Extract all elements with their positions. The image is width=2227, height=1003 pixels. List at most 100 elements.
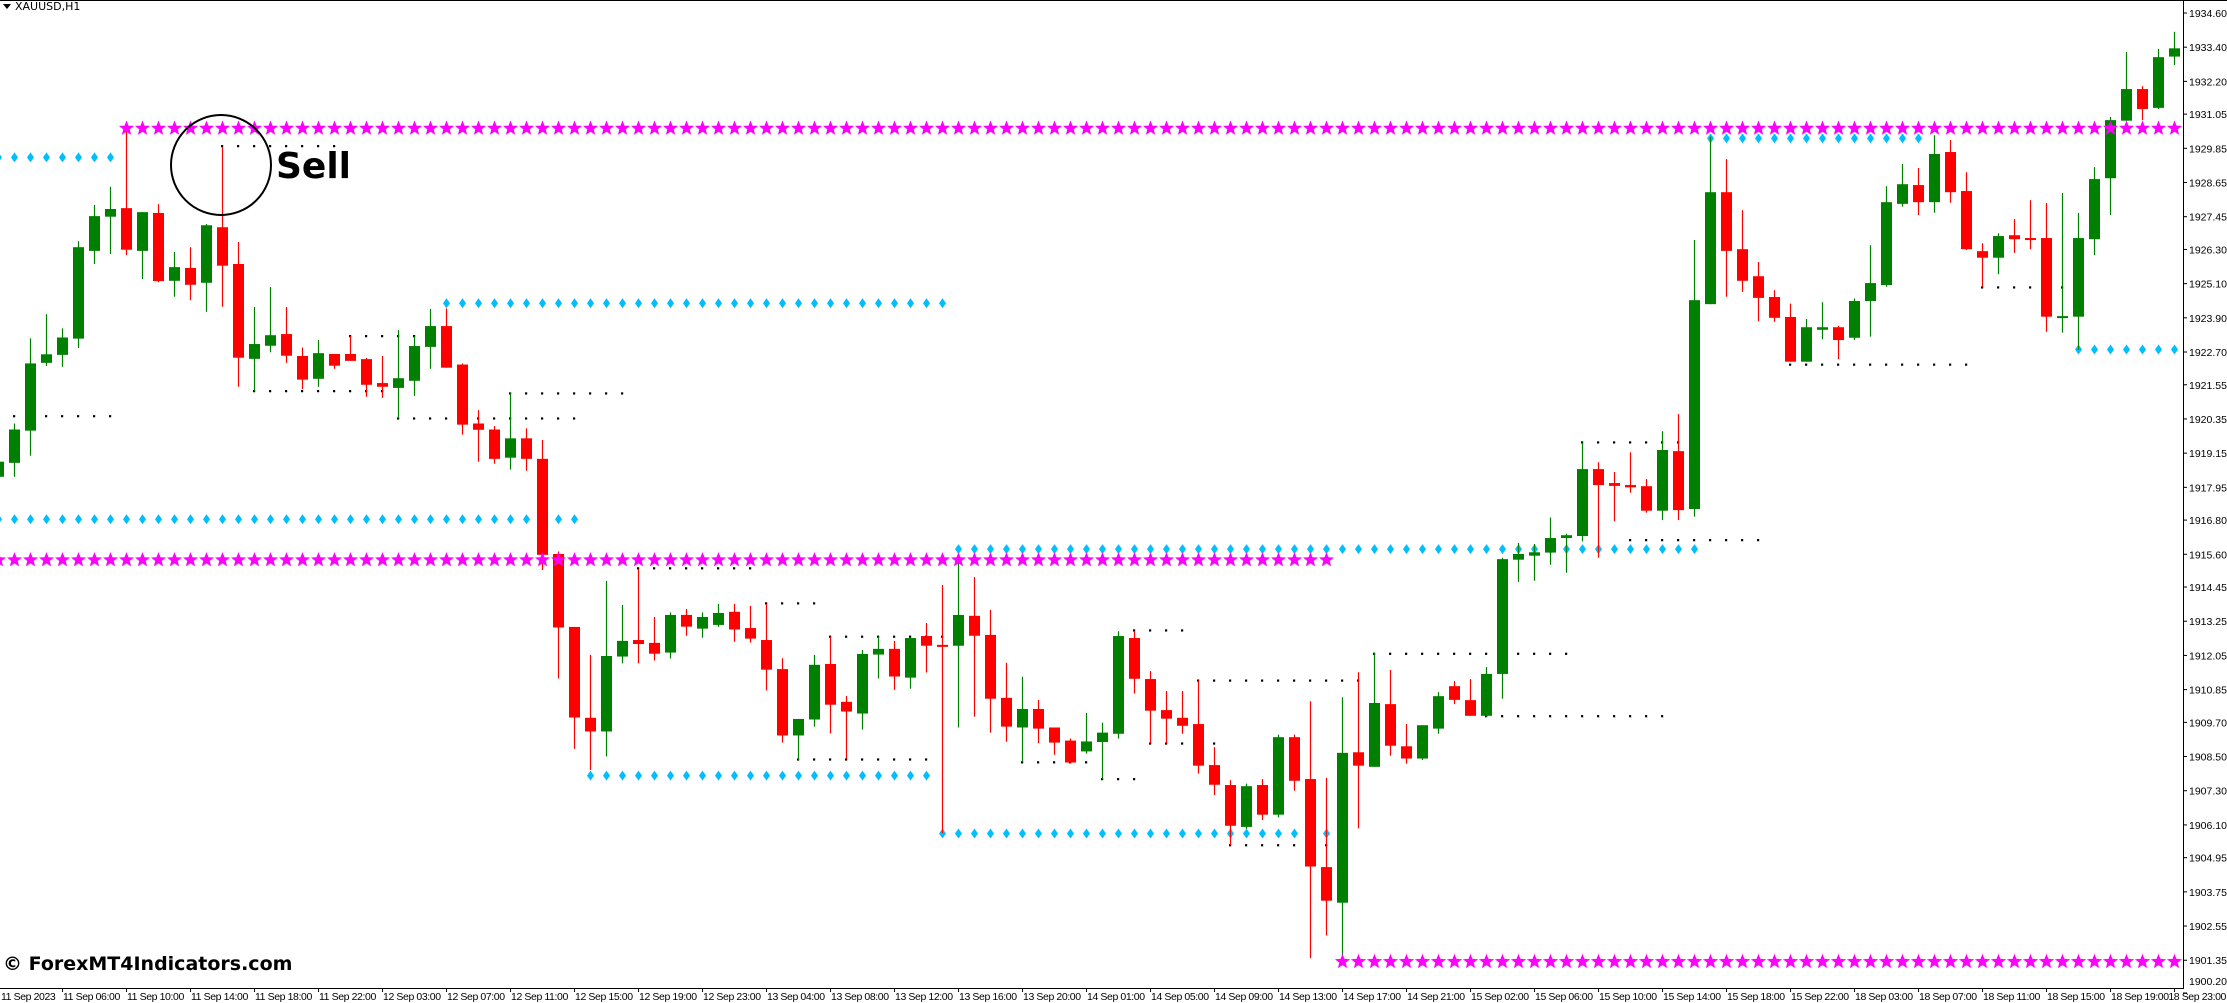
bear-candle — [729, 603, 740, 642]
diamond-marker — [1723, 133, 1730, 144]
diamond-marker — [1387, 544, 1394, 555]
level-dot — [1341, 679, 1344, 682]
candle-body — [1609, 483, 1620, 486]
level-dot — [77, 415, 80, 418]
star-marker — [1926, 953, 1943, 969]
candle-body — [569, 626, 580, 718]
diamond-marker — [491, 514, 498, 525]
star-marker — [502, 120, 519, 135]
level-dot — [1117, 778, 1120, 781]
star-marker — [1910, 953, 1927, 969]
star-marker — [758, 552, 775, 567]
level-dot — [893, 758, 896, 761]
bull-candle — [2153, 48, 2164, 110]
star-marker — [1846, 953, 1863, 969]
diamond-marker — [1915, 133, 1922, 144]
level-dot — [1021, 761, 1024, 764]
price-tick-label: 1903.75 — [2189, 887, 2227, 899]
level-dot — [1437, 652, 1440, 655]
diamond-marker — [507, 298, 514, 309]
diamond-marker — [1067, 828, 1074, 839]
star-marker — [1382, 953, 1399, 969]
star-marker — [2150, 953, 2167, 969]
candle-body — [969, 615, 980, 636]
dot-level — [637, 567, 752, 570]
star-marker — [934, 120, 951, 135]
diamond-marker — [907, 298, 914, 309]
star-marker — [1894, 953, 1911, 969]
star-marker — [1414, 953, 1431, 969]
star-marker — [358, 552, 375, 567]
star-marker — [886, 120, 903, 135]
level-dot — [1485, 652, 1488, 655]
diamond-marker — [843, 770, 850, 781]
time-tick-label: 14 Sep 17:00 — [1343, 991, 1401, 1003]
candle-body — [601, 655, 612, 732]
bear-candle — [489, 426, 500, 464]
star-marker — [1462, 953, 1479, 969]
diamond-marker — [1051, 544, 1058, 555]
diamond-marker — [603, 298, 610, 309]
level-dot — [1517, 715, 1520, 718]
star-marker — [2086, 120, 2103, 135]
price-axis[interactable]: 1934.60 1933.40 1932.20 1931.05 1929.85 1928.… — [2183, 8, 2227, 994]
star-marker — [2038, 120, 2055, 135]
diamond-marker — [411, 514, 418, 525]
star-marker — [118, 120, 135, 135]
candle-body — [745, 628, 756, 639]
diamond-marker — [1643, 544, 1650, 555]
level-dot — [1613, 715, 1616, 718]
bull-candle — [41, 314, 52, 366]
diamond-marker — [1227, 544, 1234, 555]
bull-candle — [1241, 783, 1252, 829]
candle-body — [1049, 727, 1060, 743]
star-marker — [1366, 120, 1383, 135]
star-marker — [182, 120, 199, 135]
star-marker — [502, 552, 519, 567]
level-dot — [1213, 742, 1216, 745]
candle-body — [1769, 297, 1780, 318]
time-axis[interactable]: 11 Sep 2023 11 Sep 06:00 11 Sep 10:00 11 Se… — [1, 988, 2227, 1003]
diamond-marker — [43, 514, 50, 525]
price-tick-label: 1904.95 — [2189, 853, 2227, 865]
star-marker — [1046, 120, 1063, 135]
dropdown-triangle-icon[interactable] — [3, 4, 11, 9]
star-marker — [2006, 953, 2023, 969]
star-marker — [1206, 120, 1223, 135]
star-marker — [534, 552, 551, 567]
star-marker — [310, 120, 327, 135]
diamond-marker — [811, 770, 818, 781]
diamond-marker — [1787, 133, 1794, 144]
star-marker — [134, 120, 151, 135]
star-marker — [614, 120, 631, 135]
star-marker — [1254, 120, 1271, 135]
candle-body — [249, 344, 260, 359]
bear-candle — [985, 609, 996, 733]
star-marker — [2166, 953, 2183, 969]
diamond-marker — [123, 514, 130, 525]
level-dot — [541, 392, 544, 395]
star-marker — [694, 552, 711, 567]
diamond-marker — [731, 298, 738, 309]
star-marker — [566, 552, 583, 567]
chart-title[interactable]: XAUUSD,H1 — [3, 0, 80, 13]
diamond-marker — [731, 770, 738, 781]
bull-candle — [1081, 712, 1092, 754]
diamond-marker — [1211, 544, 1218, 555]
candle-body — [1529, 552, 1540, 556]
level-dot — [589, 392, 592, 395]
star-marker — [1766, 953, 1783, 969]
time-tick-label: 15 Sep 18:00 — [1727, 991, 1785, 1003]
star-marker — [630, 552, 647, 567]
candle-body — [233, 263, 244, 358]
level-dot — [525, 417, 528, 420]
bear-candle — [1753, 261, 1764, 322]
star-marker — [1398, 953, 1415, 969]
candle-body — [473, 423, 484, 430]
star-marker — [1110, 552, 1127, 567]
level-dot — [269, 390, 272, 393]
diamond-marker — [1499, 544, 1506, 555]
diamond-marker — [811, 298, 818, 309]
diamond-marker — [667, 770, 674, 781]
